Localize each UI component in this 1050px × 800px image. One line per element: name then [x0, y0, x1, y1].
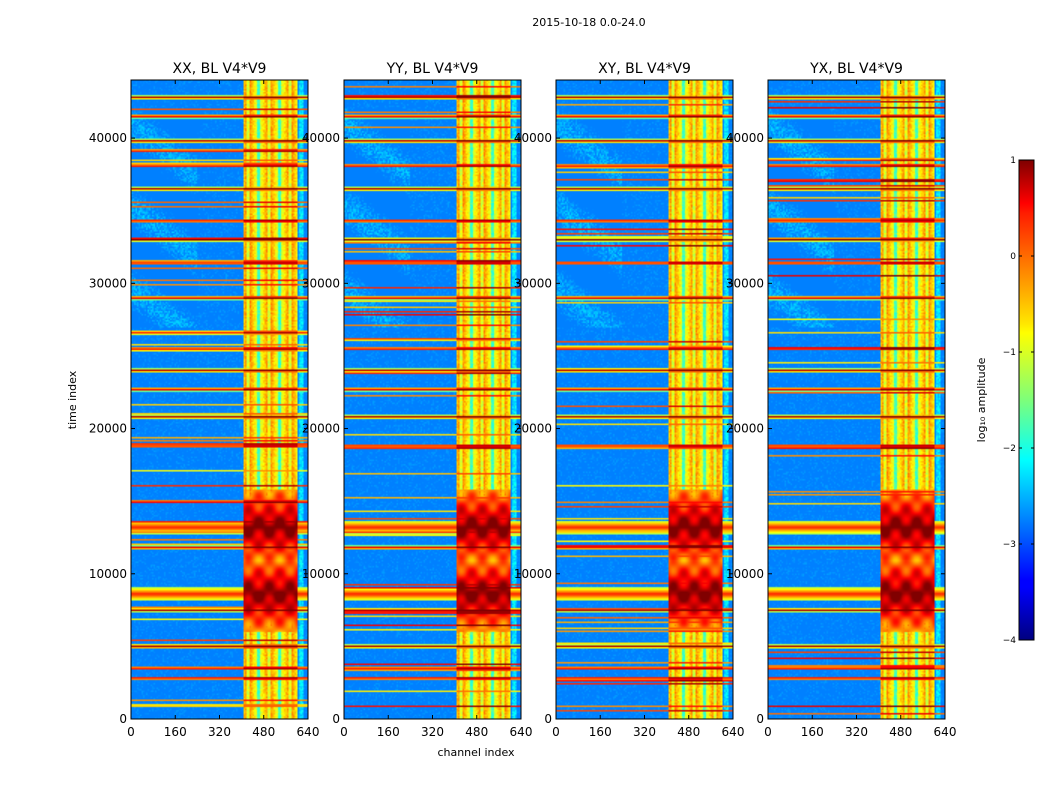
y-tick-label: 10000 — [89, 567, 127, 581]
x-tick-label: 640 — [722, 725, 745, 739]
y-tick-label: 10000 — [514, 567, 552, 581]
x-tick-label: 0 — [340, 725, 348, 739]
x-tick-label: 480 — [677, 725, 700, 739]
x-tick-label: 320 — [633, 725, 656, 739]
y-tick-label: 0 — [756, 712, 764, 726]
x-tick-label: 0 — [552, 725, 560, 739]
y-tick-label: 10000 — [302, 567, 340, 581]
panel-xx: XX, BL V4*V9 0 160 320 480 640 0 10000 20000 3000… — [89, 61, 320, 739]
x-tick-label: 0 — [127, 725, 135, 739]
panel-title: YY, BL V4*V9 — [386, 61, 479, 77]
x-tick-label: 160 — [164, 725, 187, 739]
suptitle: 2015-10-18 0.0-24.0 — [532, 16, 645, 29]
colorbar: 1 0 −1 −2 −3 −4 log₁₀ amplitude — [975, 156, 1035, 646]
panel-title: XY, BL V4*V9 — [598, 61, 691, 77]
heatmap-image — [344, 80, 521, 719]
panel-title: XX, BL V4*V9 — [173, 61, 267, 77]
heatmap-image — [556, 80, 733, 719]
x-tick-label: 320 — [845, 725, 868, 739]
y-tick-label: 20000 — [89, 422, 127, 436]
y-tick-label: 0 — [332, 712, 340, 726]
y-tick-label: 40000 — [302, 131, 340, 145]
x-tick-label: 160 — [377, 725, 400, 739]
heatmap-image — [131, 80, 308, 719]
panel-xy: XY, BL V4*V9 0 160 320 480 640 0 10000 20000 3000… — [514, 61, 745, 739]
y-tick-label: 10000 — [726, 567, 764, 581]
x-tick-label: 480 — [465, 725, 488, 739]
y-tick-label: 30000 — [514, 276, 552, 290]
x-tick-label: 0 — [764, 725, 772, 739]
x-axis-label: channel index — [437, 746, 515, 759]
x-tick-label: 160 — [801, 725, 824, 739]
y-tick-label: 0 — [544, 712, 552, 726]
colorbar-tick-label: −4 — [1003, 636, 1017, 646]
y-tick-label: 30000 — [89, 276, 127, 290]
colorbar-tick-label: −3 — [1003, 540, 1016, 550]
colorbar-tick-label: 1 — [1010, 156, 1016, 166]
y-tick-label: 40000 — [89, 131, 127, 145]
x-tick-label: 640 — [297, 725, 320, 739]
x-tick-label: 480 — [252, 725, 275, 739]
y-tick-label: 20000 — [726, 422, 764, 436]
x-tick-label: 320 — [421, 725, 444, 739]
colorbar-ticks: 1 0 −1 −2 −3 −4 — [1003, 156, 1034, 646]
colorbar-gradient — [1018, 159, 1035, 641]
panel-yy: YY, BL V4*V9 0 160 320 480 640 0 10000 20000 3000… — [302, 61, 533, 739]
x-tick-label: 480 — [889, 725, 912, 739]
x-tick-label: 160 — [589, 725, 612, 739]
y-tick-label: 20000 — [514, 422, 552, 436]
panels: XX, BL V4*V9 0 160 320 480 640 0 10000 20000 3000… — [89, 61, 957, 739]
colorbar-tick-label: 0 — [1010, 252, 1016, 262]
y-tick-label: 40000 — [726, 131, 764, 145]
colorbar-label: log₁₀ amplitude — [975, 357, 988, 442]
colorbar-tick-label: −2 — [1003, 444, 1016, 454]
colorbar-tick-label: −1 — [1003, 348, 1016, 358]
y-tick-label: 40000 — [514, 131, 552, 145]
x-tick-label: 320 — [208, 725, 231, 739]
heatmap-image — [768, 80, 945, 719]
y-tick-label: 30000 — [302, 276, 340, 290]
y-axis-label: time index — [66, 370, 79, 429]
panel-title: YX, BL V4*V9 — [809, 61, 903, 77]
panel-yx: YX, BL V4*V9 0 160 320 480 640 0 10000 20000 3000… — [726, 61, 957, 739]
y-tick-label: 0 — [119, 712, 127, 726]
x-tick-label: 640 — [934, 725, 957, 739]
y-tick-label: 30000 — [726, 276, 764, 290]
x-tick-label: 640 — [510, 725, 533, 739]
y-tick-label: 20000 — [302, 422, 340, 436]
